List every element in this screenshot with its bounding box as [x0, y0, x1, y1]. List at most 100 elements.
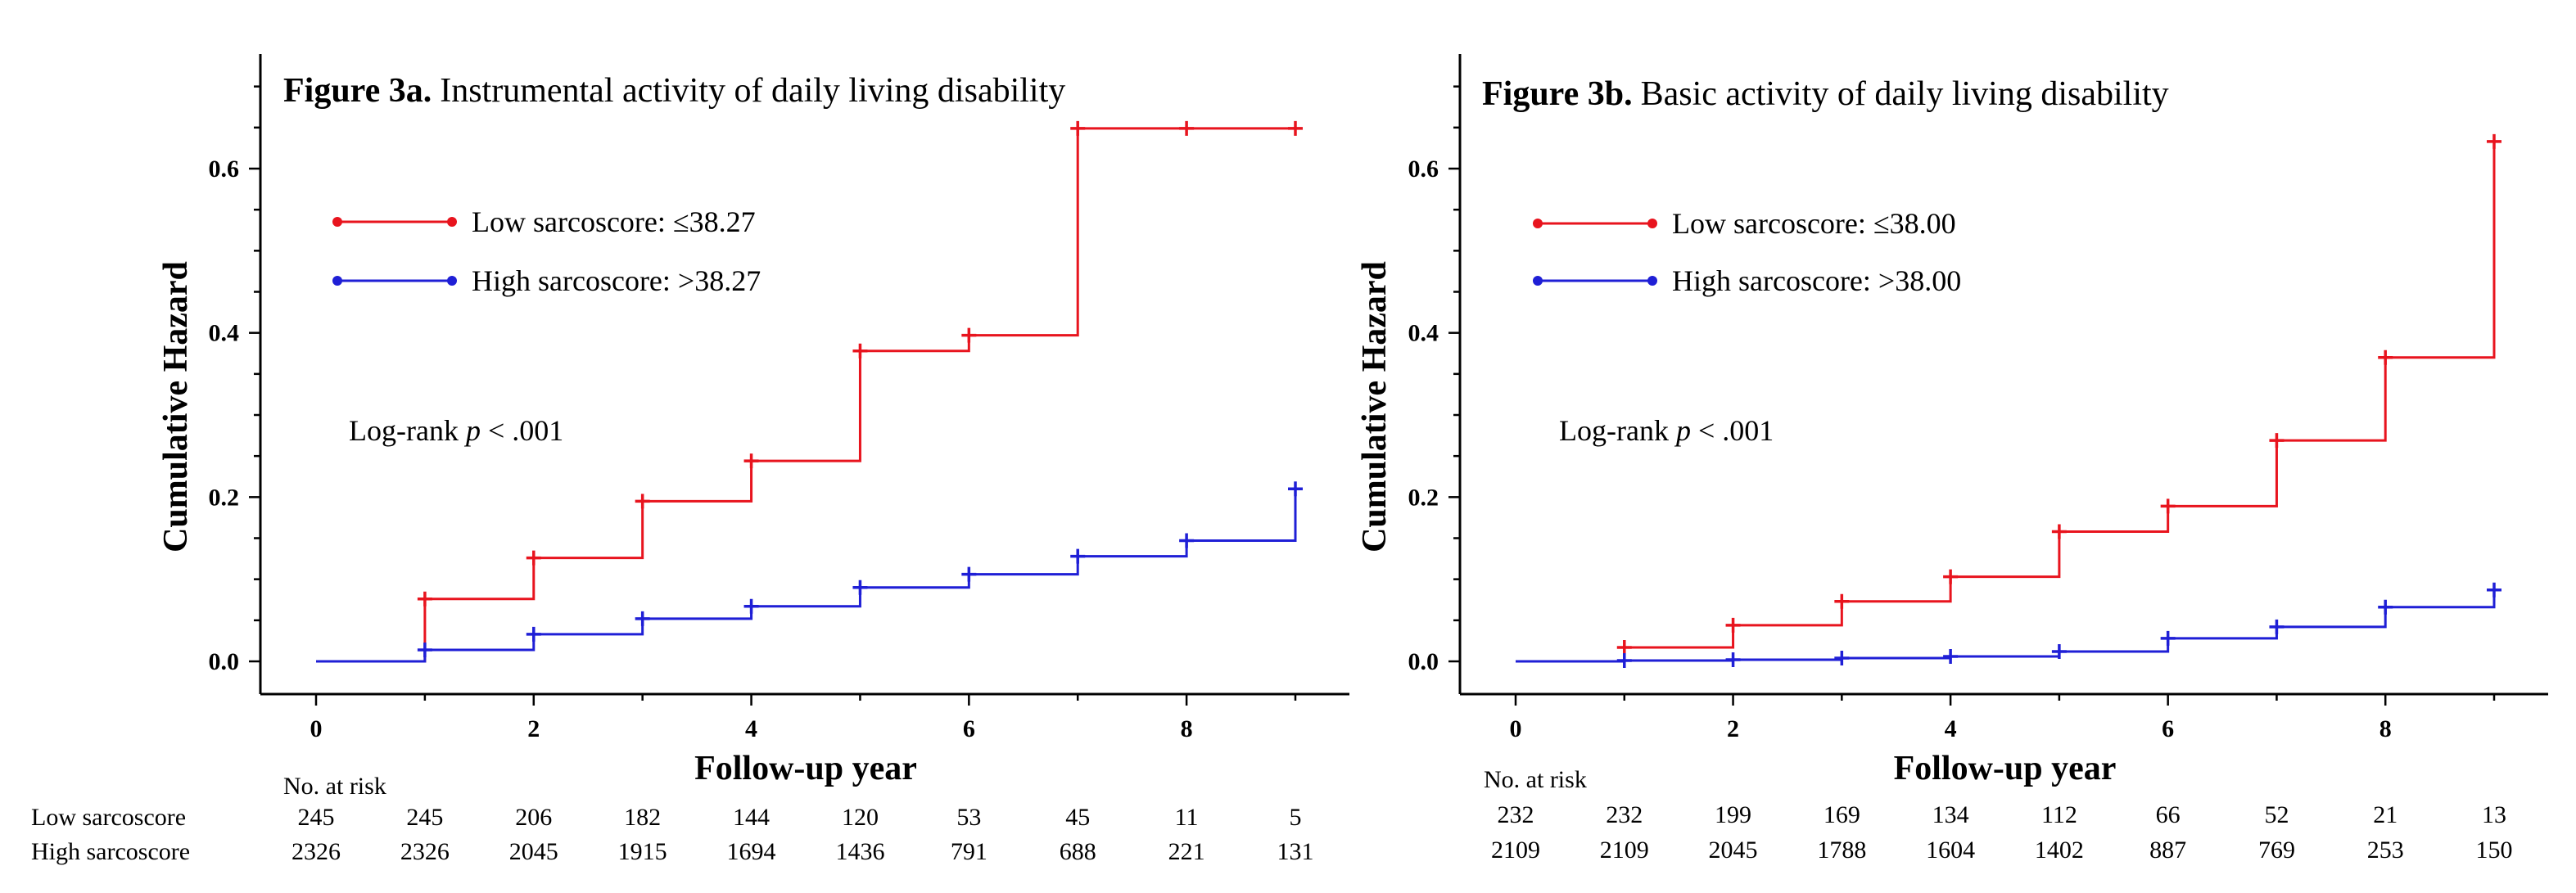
- legend-marker: [447, 217, 457, 227]
- censor-mark: [2160, 498, 2176, 514]
- series-step-line-0: [1516, 141, 2496, 663]
- censor-mark: [2269, 619, 2285, 634]
- risk-count: 232: [1498, 801, 1534, 828]
- y-axis-label: Cumulative Hazard: [1356, 261, 1394, 552]
- x-tick-label: 4: [745, 715, 757, 742]
- risk-count: 134: [1932, 801, 1969, 828]
- risk-count: 206: [515, 804, 552, 831]
- risk-count: 245: [298, 804, 335, 831]
- series-step-line-1: [316, 489, 1297, 663]
- legend-label-1: High sarcoscore: >38.27: [472, 264, 761, 297]
- y-tick-label: 0.0: [209, 648, 240, 675]
- chart-panel-3b: 0.0 0.2 0.4 0.6 0 2 4 6 8 Cumulative Hazard Follow…: [1356, 54, 2548, 864]
- risk-count: 45: [1065, 804, 1090, 831]
- risk-count: 182: [624, 804, 661, 831]
- risk-count: 169: [1824, 801, 1860, 828]
- risk-count: 53: [956, 804, 981, 831]
- censor-mark: [1070, 120, 1086, 136]
- risk-count: 232: [1606, 801, 1643, 828]
- x-tick-label: 2: [1727, 715, 1739, 742]
- legend-marker: [332, 217, 342, 227]
- censor-mark: [635, 494, 650, 509]
- censor-mark: [1288, 120, 1303, 136]
- y-tick-label: 0.0: [1408, 648, 1439, 675]
- legend-marker: [1647, 219, 1657, 228]
- censor-mark: [1725, 617, 1741, 633]
- censor-mark: [1834, 593, 1850, 609]
- annotation-p: p: [463, 414, 481, 447]
- censor-mark: [417, 642, 432, 657]
- risk-count: 2045: [1709, 837, 1758, 864]
- legend-marker: [1647, 276, 1657, 286]
- censor-mark: [2160, 630, 2176, 646]
- censor-mark: [526, 626, 541, 642]
- risk-count: 769: [2258, 837, 2295, 864]
- risk-count: 2326: [400, 838, 450, 865]
- y-tick-label: 0.6: [209, 156, 240, 183]
- legend-marker: [1533, 219, 1543, 228]
- risk-count: 1402: [2035, 837, 2084, 864]
- x-tick-label: 0: [1510, 715, 1522, 742]
- chart-title: Figure 3b. Basic activity of daily living…: [1482, 75, 2169, 113]
- x-tick-label: 2: [527, 715, 540, 742]
- y-tick-label: 0.2: [209, 484, 240, 511]
- risk-count: 1915: [618, 838, 667, 865]
- y-tick-label: 0.4: [209, 320, 240, 347]
- risk-count: 2326: [291, 838, 341, 865]
- y-tick-label: 0.6: [1408, 156, 1439, 183]
- legend-label-0: Low sarcoscore: ≤38.27: [472, 205, 756, 238]
- censor-mark: [1943, 648, 1959, 664]
- risk-count: 13: [2482, 801, 2506, 828]
- chart-panel-3a: 0.0 0.2 0.4 0.6 0 2 4 6 8 Cumulative Hazard Follow…: [31, 54, 1349, 865]
- x-tick-label: 4: [1945, 715, 1957, 742]
- censor-mark: [1834, 650, 1850, 665]
- x-tick-label: 6: [963, 715, 975, 742]
- risk-count: 150: [2476, 837, 2513, 864]
- annotation-prefix: Log-rank: [1559, 414, 1676, 447]
- censor-mark: [526, 550, 541, 566]
- risk-count: 120: [842, 804, 879, 831]
- annotation-suffix: < .001: [481, 414, 563, 447]
- legend-label-1: High sarcoscore: >38.00: [1672, 264, 1961, 297]
- x-axis-label: Follow-up year: [694, 750, 917, 787]
- censor-mark: [1179, 533, 1195, 548]
- risk-table-header: No. at risk: [1484, 766, 1587, 793]
- legend-label-0: Low sarcoscore: ≤38.00: [1672, 207, 1956, 240]
- risk-count: 791: [951, 838, 987, 865]
- figure-number: Figure 3a.: [283, 72, 432, 110]
- legend-marker: [1533, 276, 1543, 286]
- risk-count: 21: [2373, 801, 2397, 828]
- censor-mark: [743, 453, 759, 469]
- risk-row-label: Low sarcoscore: [31, 804, 186, 831]
- censor-mark: [961, 566, 977, 582]
- risk-count: 1604: [1926, 837, 1975, 864]
- risk-count: 245: [406, 804, 443, 831]
- censor-mark: [1943, 569, 1959, 584]
- risk-count: 11: [1175, 804, 1199, 831]
- censor-mark: [2051, 643, 2067, 659]
- chart-title: Figure 3a. Instrumental activity of daily…: [283, 72, 1065, 110]
- censor-mark: [2378, 599, 2393, 615]
- risk-table-header: No. at risk: [283, 773, 386, 800]
- censor-mark: [417, 591, 432, 607]
- risk-count: 2045: [509, 838, 558, 865]
- risk-count: 688: [1060, 838, 1096, 865]
- censor-mark: [1616, 639, 1632, 655]
- risk-count: 2109: [1491, 837, 1540, 864]
- censor-mark: [1616, 652, 1632, 668]
- censor-mark: [635, 611, 650, 626]
- risk-count: 112: [2041, 801, 2077, 828]
- legend-marker: [447, 276, 457, 286]
- annotation-prefix: Log-rank: [349, 414, 466, 447]
- censor-mark: [852, 343, 868, 359]
- risk-count: 2109: [1600, 837, 1649, 864]
- censor-mark: [2487, 133, 2501, 149]
- censor-mark: [2487, 582, 2501, 598]
- risk-count: 1694: [727, 838, 776, 865]
- x-tick-label: 6: [2162, 715, 2174, 742]
- log-rank-annotation: Log-rank p < .001: [349, 414, 563, 447]
- x-tick-label: 8: [2379, 715, 2392, 742]
- risk-count: 1436: [835, 838, 884, 865]
- risk-row-label: High sarcoscore: [31, 838, 190, 865]
